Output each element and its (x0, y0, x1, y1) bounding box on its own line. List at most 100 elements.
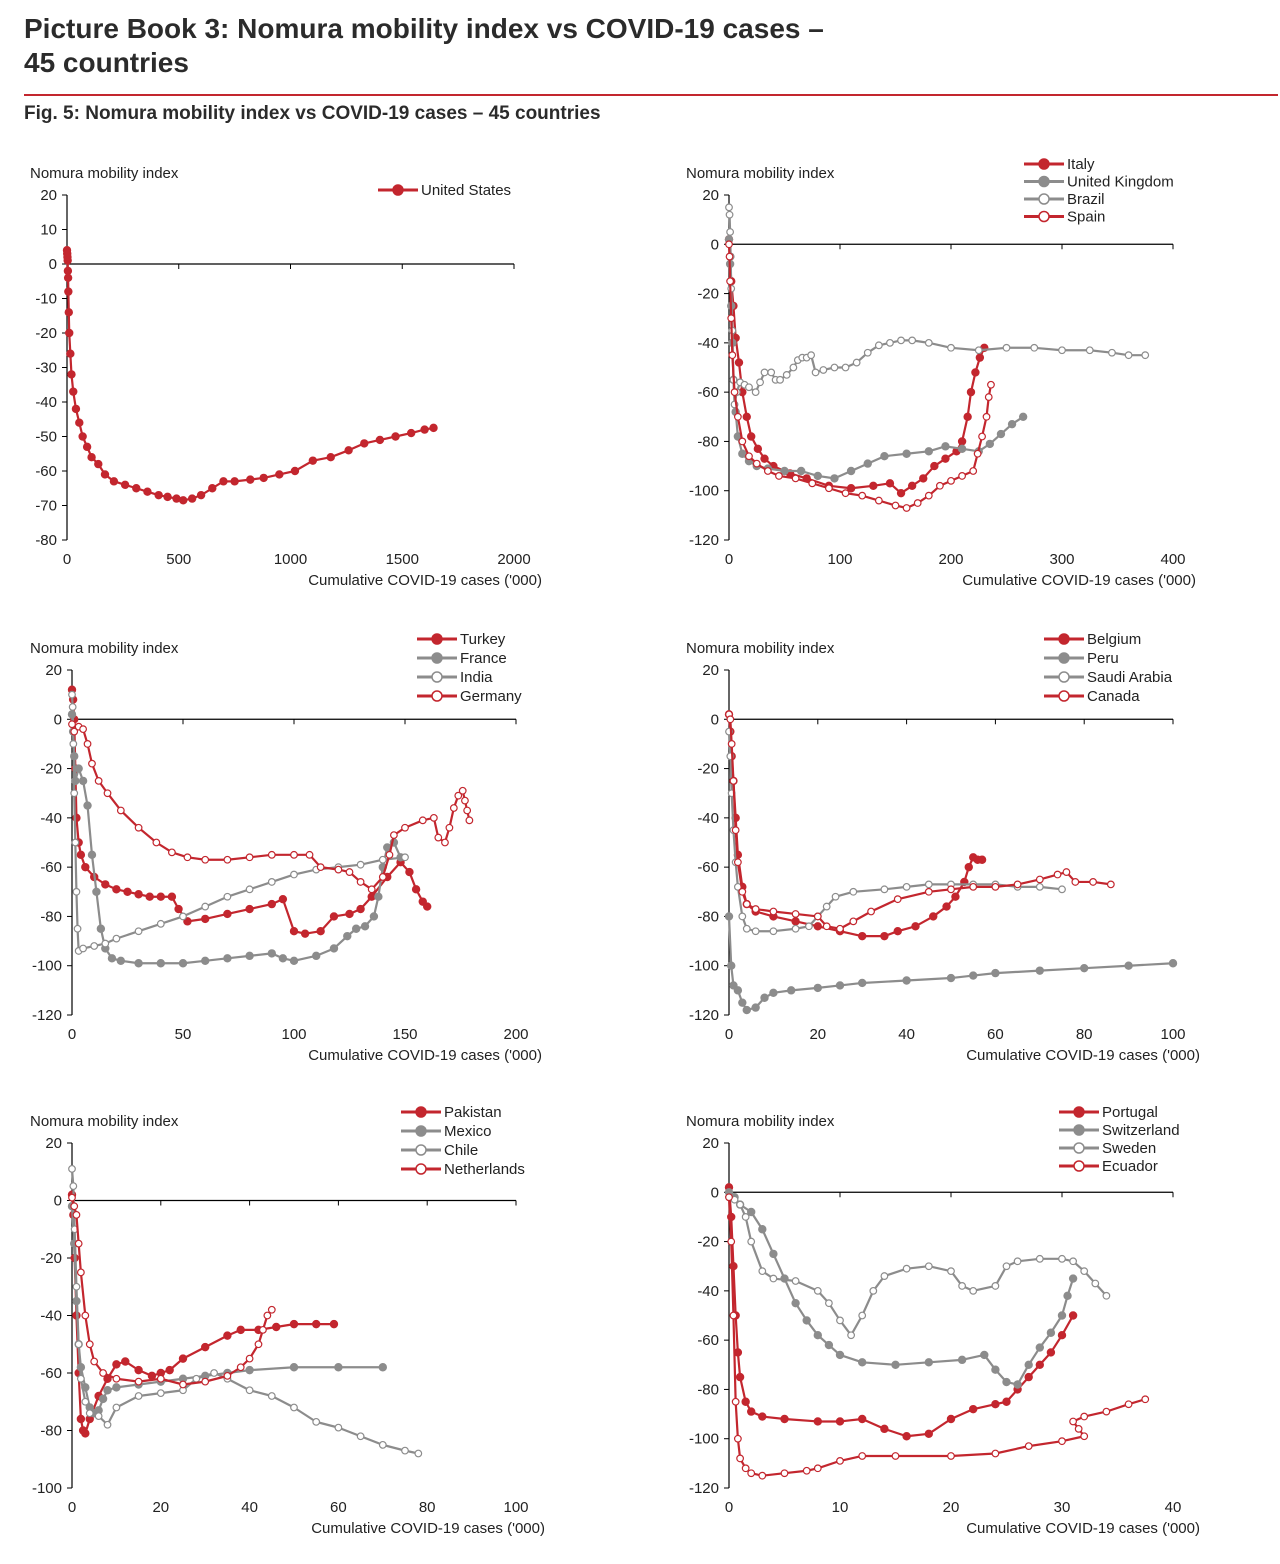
data-point (112, 1374, 121, 1383)
x-tick-label: 40 (241, 1499, 258, 1516)
data-point (902, 1264, 911, 1273)
data-point (769, 1274, 778, 1283)
data-point (735, 1372, 745, 1382)
x-tick-label: 0 (725, 1026, 733, 1043)
data-point (385, 850, 394, 859)
legend-item: Pakistan (401, 1104, 502, 1121)
data-point (1080, 1267, 1089, 1276)
data-point (924, 491, 933, 500)
data-point (733, 1434, 742, 1443)
y-tick-label: -40 (35, 394, 57, 411)
data-point (727, 314, 736, 323)
data-point (929, 912, 938, 921)
data-point (789, 363, 798, 372)
data-point (751, 1003, 760, 1012)
data-point (83, 740, 92, 748)
data-point (192, 1374, 201, 1383)
data-point (236, 1363, 245, 1372)
data-point (969, 1404, 978, 1414)
y-tick-label: -100 (32, 958, 62, 975)
data-point (751, 388, 760, 397)
legend-item: Ecuador (1059, 1158, 1158, 1175)
y-tick-label: 0 (711, 1184, 719, 1201)
y-tick-label: -80 (40, 1423, 62, 1440)
data-point (796, 466, 806, 476)
data-point (751, 905, 760, 913)
data-point (1069, 1417, 1078, 1426)
chart-panel-3: Nomura mobility index200-20-40-60-80-100… (30, 631, 542, 1064)
data-point (123, 887, 132, 896)
x-axis-label: Cumulative COVID-19 cases ('000) (311, 1520, 545, 1537)
data-point (902, 449, 911, 458)
legend-item: Portugal (1059, 1104, 1158, 1121)
data-point (134, 823, 143, 832)
data-point (223, 855, 232, 864)
legend-marker (431, 690, 443, 702)
data-point (463, 806, 472, 815)
y-tick-label: 10 (40, 222, 57, 239)
data-point (1089, 878, 1097, 886)
data-point (103, 789, 112, 798)
legend-label: Chile (444, 1142, 478, 1159)
data-point (942, 902, 951, 911)
legend-item: Sweden (1059, 1140, 1156, 1157)
y-tick-label: 20 (702, 1135, 719, 1152)
data-point (822, 902, 831, 911)
x-tick-label: 300 (1049, 551, 1074, 568)
y-axis-label: Nomura mobility index (686, 640, 835, 657)
y-tick-label: 20 (45, 1135, 62, 1152)
x-tick-label: 40 (1165, 1499, 1182, 1516)
data-point (957, 1355, 967, 1365)
data-point (991, 1400, 1000, 1409)
data-point (758, 1225, 767, 1234)
data-point (991, 1365, 1000, 1374)
y-tick-label: 20 (40, 187, 57, 204)
series-united-states (62, 245, 438, 505)
y-tick-label: -120 (689, 1480, 719, 1497)
y-tick-label: 0 (711, 236, 719, 253)
data-point (731, 1397, 740, 1406)
data-point (802, 1466, 811, 1475)
data-point (356, 860, 365, 869)
data-point (290, 1403, 298, 1412)
data-point (1024, 1360, 1033, 1369)
data-point (736, 1454, 744, 1463)
legend-marker (415, 1125, 427, 1137)
data-point (947, 343, 955, 352)
data-point (831, 892, 840, 901)
data-point (201, 1377, 210, 1386)
data-point (846, 466, 856, 476)
series-line (70, 714, 402, 965)
data-point (742, 412, 751, 421)
legend-marker (1058, 633, 1070, 645)
data-point (964, 862, 973, 872)
data-point (791, 474, 800, 483)
data-point (847, 1331, 856, 1340)
x-tick-label: 40 (898, 1026, 915, 1043)
legend-label: Peru (1087, 650, 1119, 667)
data-point (767, 368, 776, 377)
data-point (406, 428, 416, 438)
data-point (73, 924, 82, 933)
data-point (236, 1325, 245, 1335)
data-point (329, 944, 339, 953)
data-point (1068, 1311, 1078, 1320)
data-point (356, 904, 365, 914)
data-point (1035, 966, 1044, 975)
data-point (223, 892, 232, 901)
y-tick-label: -20 (40, 1250, 62, 1267)
data-point (869, 481, 878, 490)
data-point (69, 740, 78, 748)
data-point (747, 1237, 756, 1246)
data-point (156, 892, 165, 901)
series-spain (725, 240, 995, 512)
data-point (334, 1423, 343, 1432)
series-line (728, 1191, 1075, 1386)
data-point (725, 240, 733, 249)
legend-marker (1038, 158, 1050, 170)
data-point (183, 853, 192, 862)
x-tick-label: 1000 (274, 551, 307, 568)
data-point (230, 477, 239, 486)
data-point (902, 882, 911, 891)
data-point (70, 1202, 79, 1211)
